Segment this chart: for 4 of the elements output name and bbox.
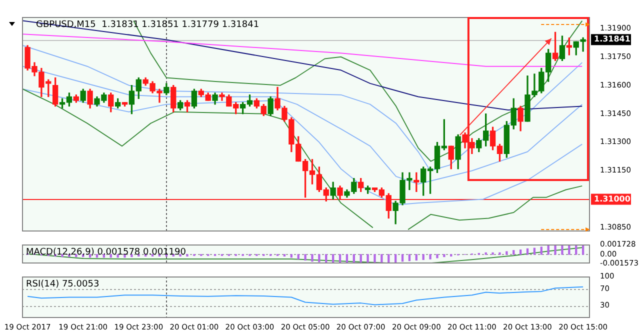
ref-line-label: 1.31841 (594, 34, 631, 44)
ref-line-label: 1.31000 (594, 194, 631, 204)
chart-title: RSI(14) 75.0053 (26, 279, 100, 290)
chart-title: MACD(12,26,9) 0.001578 0.001190 (26, 247, 186, 258)
